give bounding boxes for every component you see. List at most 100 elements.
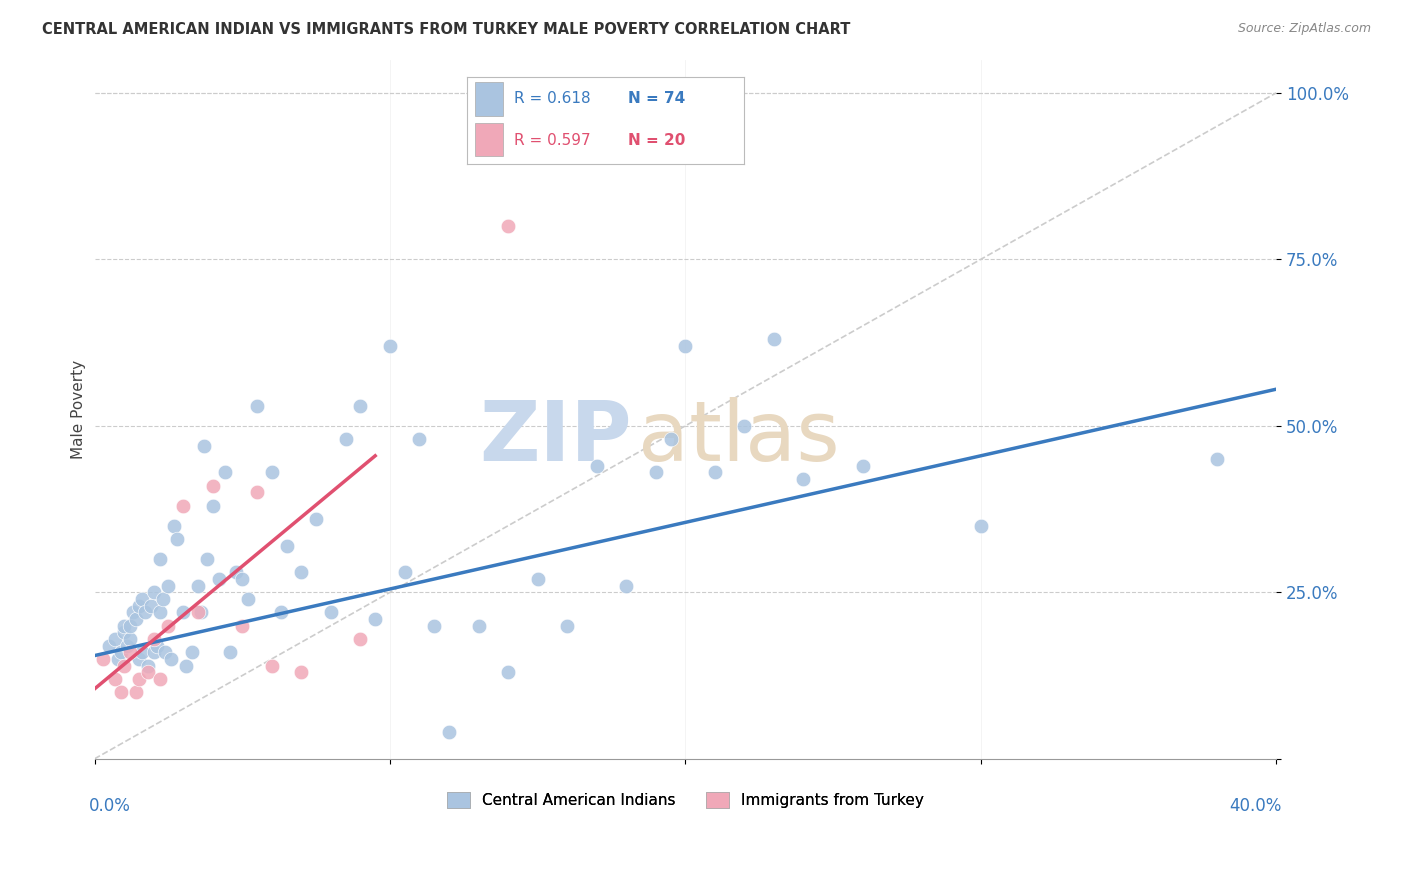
Point	[128, 652, 150, 666]
Point	[270, 605, 292, 619]
Point	[128, 672, 150, 686]
Point	[128, 599, 150, 613]
Point	[118, 645, 141, 659]
Point	[970, 518, 993, 533]
Point	[349, 399, 371, 413]
Text: Source: ZipAtlas.com: Source: ZipAtlas.com	[1237, 22, 1371, 36]
Point	[260, 658, 283, 673]
Point	[851, 458, 873, 473]
Point	[349, 632, 371, 646]
Point	[246, 485, 269, 500]
Point	[673, 339, 696, 353]
Text: 0.0%: 0.0%	[89, 797, 131, 815]
Point	[1206, 452, 1229, 467]
Point	[195, 552, 218, 566]
Point	[157, 618, 180, 632]
Point	[201, 499, 224, 513]
Point	[112, 658, 135, 673]
Point	[145, 639, 167, 653]
Point	[172, 605, 194, 619]
Point	[214, 466, 236, 480]
Point	[260, 466, 283, 480]
Point	[131, 591, 153, 606]
Point	[148, 552, 170, 566]
Point	[319, 605, 342, 619]
Point	[181, 645, 204, 659]
Point	[231, 618, 253, 632]
Point	[139, 599, 162, 613]
Point	[131, 645, 153, 659]
Point	[112, 625, 135, 640]
Point	[190, 605, 212, 619]
Point	[437, 725, 460, 739]
Point	[364, 612, 387, 626]
Point	[659, 432, 682, 446]
Point	[193, 439, 215, 453]
Point	[496, 219, 519, 233]
Point	[526, 572, 548, 586]
Point	[134, 605, 156, 619]
Point	[155, 645, 177, 659]
Point	[201, 479, 224, 493]
Text: atlas: atlas	[638, 397, 839, 477]
Point	[148, 605, 170, 619]
Text: CENTRAL AMERICAN INDIAN VS IMMIGRANTS FROM TURKEY MALE POVERTY CORRELATION CHART: CENTRAL AMERICAN INDIAN VS IMMIGRANTS FR…	[42, 22, 851, 37]
Point	[142, 632, 165, 646]
Point	[378, 339, 401, 353]
Point	[160, 652, 183, 666]
Point	[246, 399, 269, 413]
Point	[122, 605, 145, 619]
Point	[136, 658, 159, 673]
Point	[208, 572, 231, 586]
Point	[585, 458, 607, 473]
Point	[187, 579, 209, 593]
Point	[792, 472, 814, 486]
Point	[614, 579, 637, 593]
Point	[163, 518, 186, 533]
Point	[394, 566, 416, 580]
Point	[219, 645, 242, 659]
Text: ZIP: ZIP	[479, 397, 633, 477]
Point	[115, 639, 138, 653]
Point	[467, 618, 489, 632]
Point	[408, 432, 430, 446]
Text: 40.0%: 40.0%	[1230, 797, 1282, 815]
Point	[104, 672, 127, 686]
Point	[225, 566, 247, 580]
Point	[644, 466, 666, 480]
Point	[305, 512, 328, 526]
Point	[93, 652, 115, 666]
Point	[423, 618, 446, 632]
Point	[231, 572, 253, 586]
Point	[238, 591, 260, 606]
Point	[107, 652, 129, 666]
Point	[148, 672, 170, 686]
Point	[118, 632, 141, 646]
Point	[125, 685, 148, 699]
Point	[98, 639, 121, 653]
Point	[110, 685, 132, 699]
Point	[110, 645, 132, 659]
Point	[152, 591, 174, 606]
Y-axis label: Male Poverty: Male Poverty	[72, 359, 86, 458]
Point	[290, 566, 312, 580]
Point	[762, 332, 785, 346]
Point	[174, 658, 197, 673]
Point	[290, 665, 312, 680]
Legend: Central American Indians, Immigrants from Turkey: Central American Indians, Immigrants fro…	[440, 786, 929, 814]
Point	[496, 665, 519, 680]
Point	[172, 499, 194, 513]
Point	[166, 532, 188, 546]
Point	[703, 466, 725, 480]
Point	[112, 618, 135, 632]
Point	[118, 618, 141, 632]
Point	[276, 539, 298, 553]
Point	[136, 665, 159, 680]
Point	[142, 585, 165, 599]
Point	[104, 632, 127, 646]
Point	[555, 618, 578, 632]
Point	[733, 418, 755, 433]
Point	[187, 605, 209, 619]
Point	[142, 645, 165, 659]
Point	[335, 432, 357, 446]
